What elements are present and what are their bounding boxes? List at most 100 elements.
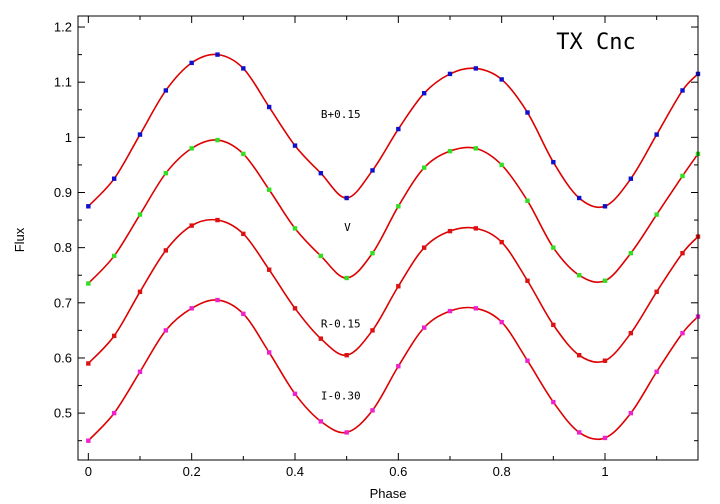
- data-point-r-0-15: [473, 226, 479, 231]
- data-point-b-0-15: [163, 88, 169, 93]
- data-point-i-0-30: [499, 319, 504, 325]
- data-point-b-0-15: [396, 126, 401, 132]
- x-axis-label: Phase: [370, 486, 407, 501]
- data-point-v: [86, 281, 91, 286]
- data-point-r-0-15: [370, 328, 375, 333]
- data-point-v: [189, 146, 194, 151]
- x-tick-label: 0.8: [493, 464, 511, 479]
- data-point-i-0-30: [421, 325, 427, 330]
- data-point-v: [241, 151, 246, 157]
- chart-title: TX Cnc: [556, 30, 635, 55]
- data-point-v: [370, 250, 375, 256]
- data-point-b-0-15: [602, 204, 608, 209]
- data-point-r-0-15: [189, 223, 194, 228]
- data-point-b-0-15: [344, 195, 349, 201]
- data-point-v: [396, 204, 401, 209]
- plot-frame: [77, 15, 699, 461]
- x-tick-label: 0.6: [389, 464, 407, 479]
- data-point-b-0-15: [292, 143, 298, 148]
- data-point-r-0-15: [421, 245, 427, 250]
- x-tick-label: 0: [85, 464, 92, 479]
- data-point-b-0-15: [86, 204, 91, 209]
- data-point-b-0-15: [137, 132, 143, 137]
- x-tick-label: 1: [601, 464, 608, 479]
- data-point-b-0-15: [370, 168, 375, 173]
- data-point-i-0-30: [370, 408, 375, 413]
- data-point-i-0-30: [551, 399, 556, 405]
- series-label-v: V: [344, 221, 351, 234]
- data-point-i-0-30: [525, 358, 530, 363]
- data-point-r-0-15: [447, 228, 453, 234]
- y-tick-label: 1: [65, 130, 72, 145]
- data-point-b-0-15: [525, 110, 530, 115]
- data-point-i-0-30: [318, 419, 324, 424]
- series-label-r-0-15: R-0.15: [321, 318, 361, 331]
- data-point-v: [576, 273, 582, 278]
- y-axis-ticks: 0.5 0.6 0.7 0.8 0.9 1 1.1 1.2: [54, 20, 698, 442]
- data-point-v: [215, 137, 220, 143]
- data-point-i-0-30: [576, 430, 582, 435]
- data-point-r-0-15: [137, 289, 143, 294]
- data-point-b-0-15: [654, 132, 659, 137]
- data-point-r-0-15: [266, 267, 272, 272]
- data-point-b-0-15: [628, 176, 634, 181]
- data-point-i-0-30: [163, 328, 169, 333]
- data-point-v: [680, 173, 685, 179]
- data-point-r-0-15: [628, 330, 634, 336]
- data-point-v: [266, 187, 272, 192]
- data-point-v: [421, 165, 427, 170]
- data-point-r-0-15: [241, 231, 246, 237]
- data-point-b-0-15: [318, 170, 324, 176]
- series-label-i-0-30: I-0.30: [321, 389, 361, 402]
- data-point-b-0-15: [499, 77, 504, 82]
- y-tick-label: 0.6: [54, 350, 72, 365]
- data-point-i-0-30: [86, 438, 91, 443]
- data-point-v: [525, 198, 530, 203]
- data-point-v: [163, 170, 169, 176]
- data-point-v: [344, 275, 349, 281]
- data-point-v: [318, 253, 324, 259]
- data-point-v: [602, 278, 608, 283]
- data-point-v: [551, 245, 556, 250]
- data-point-r-0-15: [292, 306, 298, 311]
- data-point-r-0-15: [344, 353, 349, 358]
- data-point-i-0-30: [215, 297, 220, 303]
- data-point-i-0-30: [473, 306, 479, 311]
- data-point-v: [292, 226, 298, 231]
- data-point-r-0-15: [163, 248, 169, 253]
- data-point-i-0-30: [189, 306, 194, 311]
- data-point-v: [628, 250, 634, 256]
- data-point-r-0-15: [525, 278, 530, 283]
- y-tick-label: 0.8: [54, 240, 72, 255]
- data-point-i-0-30: [137, 369, 143, 374]
- data-point-b-0-15: [241, 66, 246, 71]
- data-point-r-0-15: [215, 217, 220, 223]
- data-point-v: [499, 162, 504, 168]
- data-point-r-0-15: [551, 322, 556, 328]
- data-point-b-0-15: [680, 88, 685, 93]
- data-point-i-0-30: [111, 410, 117, 416]
- data-point-b-0-15: [447, 71, 453, 77]
- x-tick-label: 0.2: [183, 464, 201, 479]
- data-point-r-0-15: [396, 284, 401, 289]
- data-point-r-0-15: [602, 358, 608, 363]
- data-point-b-0-15: [266, 104, 272, 110]
- x-axis-ticks: 0 0.2 0.4 0.6 0.8 1: [85, 16, 658, 479]
- data-point-i-0-30: [344, 430, 349, 435]
- data-point-i-0-30: [292, 391, 298, 397]
- data-point-i-0-30: [266, 350, 272, 355]
- data-point-i-0-30: [602, 435, 608, 441]
- data-point-r-0-15: [654, 289, 659, 294]
- data-point-b-0-15: [215, 52, 220, 57]
- data-point-b-0-15: [421, 91, 427, 96]
- data-point-r-0-15: [499, 239, 504, 245]
- y-tick-label: 0.9: [54, 185, 72, 200]
- data-point-r-0-15: [111, 333, 117, 339]
- data-point-r-0-15: [86, 361, 91, 366]
- y-tick-label: 0.5: [54, 406, 72, 421]
- data-point-v: [473, 146, 479, 151]
- data-point-i-0-30: [628, 410, 634, 416]
- data-point-i-0-30: [241, 311, 246, 317]
